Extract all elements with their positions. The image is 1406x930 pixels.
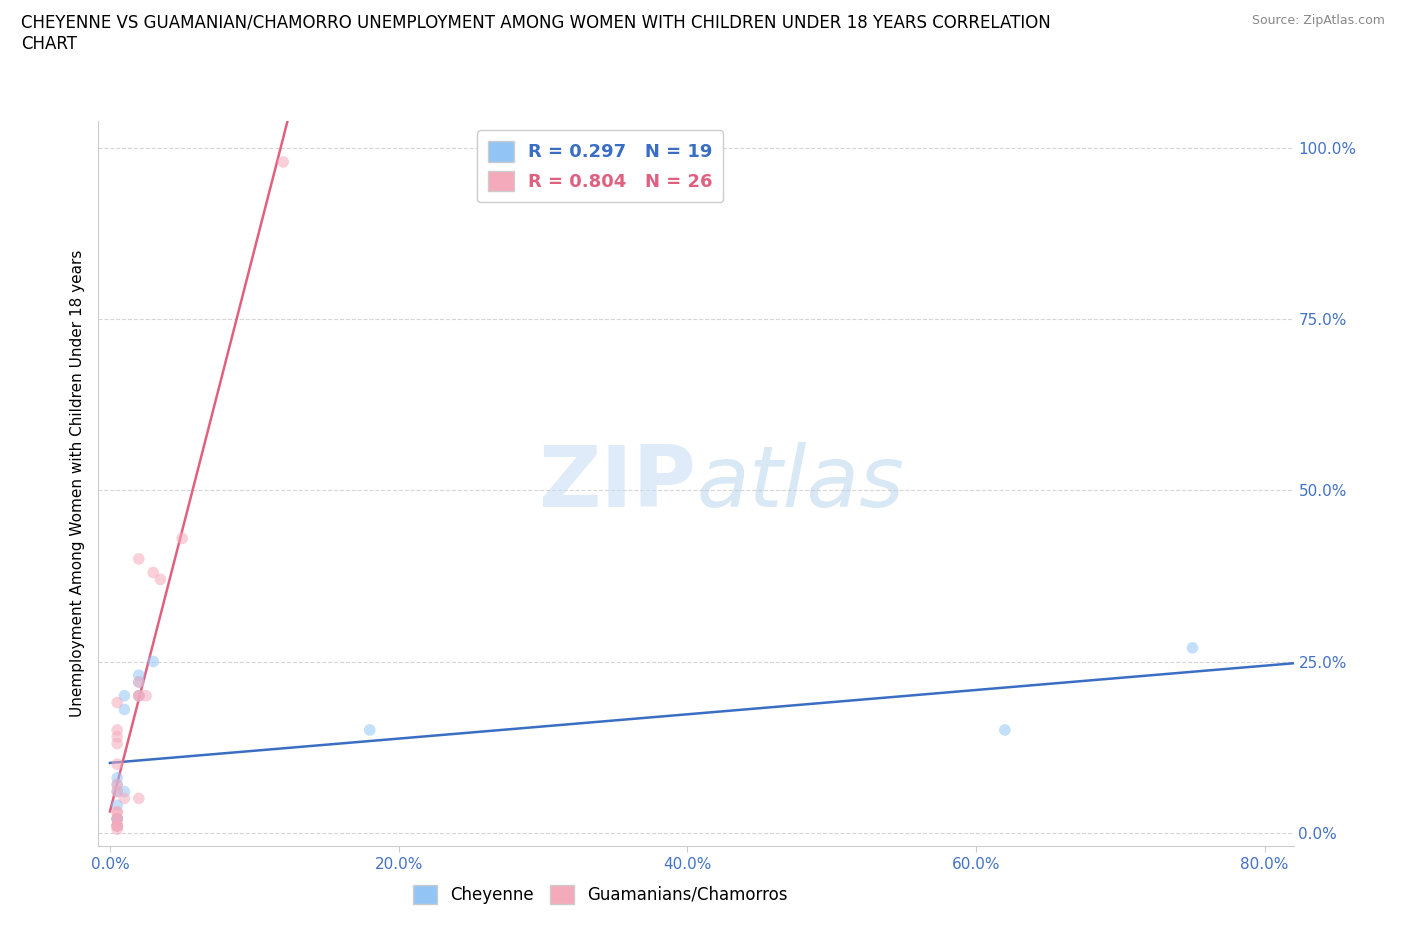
Point xyxy=(271,154,294,169)
Point xyxy=(105,784,128,799)
Point xyxy=(105,822,128,837)
Point xyxy=(128,688,150,703)
Point xyxy=(128,688,150,703)
Point xyxy=(135,688,157,703)
Y-axis label: Unemployment Among Women with Children Under 18 years: Unemployment Among Women with Children U… xyxy=(70,250,86,717)
Text: CHART: CHART xyxy=(21,35,77,53)
Point xyxy=(105,818,128,833)
Point xyxy=(128,674,150,689)
Point xyxy=(112,688,135,703)
Point xyxy=(128,790,150,805)
Point xyxy=(105,798,128,813)
Point xyxy=(105,723,128,737)
Point xyxy=(105,777,128,792)
Point xyxy=(105,818,128,833)
Point xyxy=(105,784,128,799)
Point xyxy=(105,729,128,744)
Point xyxy=(105,757,128,772)
Point xyxy=(142,654,165,669)
Point xyxy=(128,688,150,703)
Point xyxy=(105,812,128,827)
Point xyxy=(128,551,150,566)
Point xyxy=(105,695,128,710)
Point xyxy=(1181,641,1204,656)
Point xyxy=(112,790,135,805)
Point xyxy=(105,818,128,833)
Point xyxy=(105,812,128,827)
Legend: Cheyenne, Guamanians/Chamorros: Cheyenne, Guamanians/Chamorros xyxy=(406,878,794,910)
Point xyxy=(105,777,128,792)
Text: CHEYENNE VS GUAMANIAN/CHAMORRO UNEMPLOYMENT AMONG WOMEN WITH CHILDREN UNDER 18 Y: CHEYENNE VS GUAMANIAN/CHAMORRO UNEMPLOYM… xyxy=(21,14,1050,32)
Point xyxy=(105,770,128,785)
Point xyxy=(142,565,165,580)
Point xyxy=(994,723,1017,737)
Point xyxy=(128,668,150,683)
Text: ZIP: ZIP xyxy=(538,442,696,525)
Point xyxy=(105,737,128,751)
Text: Source: ZipAtlas.com: Source: ZipAtlas.com xyxy=(1251,14,1385,27)
Point xyxy=(172,531,194,546)
Point xyxy=(105,812,128,827)
Text: atlas: atlas xyxy=(696,442,904,525)
Point xyxy=(128,674,150,689)
Point xyxy=(105,812,128,827)
Point xyxy=(112,702,135,717)
Point xyxy=(105,804,128,819)
Point xyxy=(359,723,381,737)
Point xyxy=(105,818,128,833)
Point xyxy=(105,818,128,833)
Point xyxy=(105,804,128,819)
Point xyxy=(112,784,135,799)
Point xyxy=(105,812,128,827)
Point xyxy=(149,572,172,587)
